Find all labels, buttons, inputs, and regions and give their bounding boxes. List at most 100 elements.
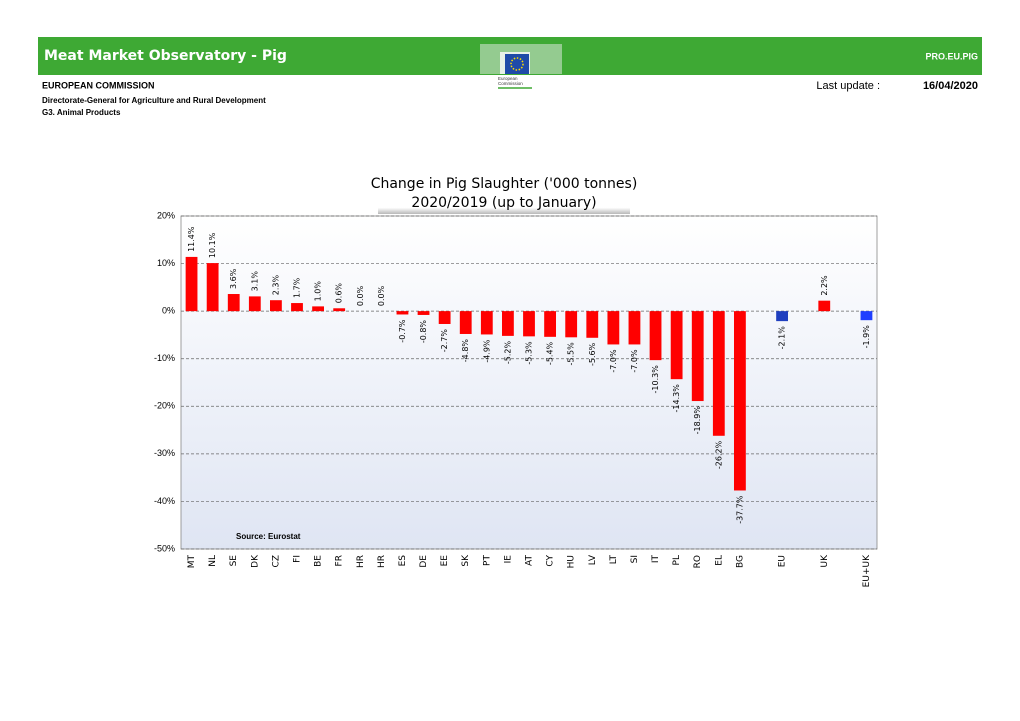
value-label: -4.9% (482, 339, 491, 363)
bar (712, 311, 725, 436)
y-tick-label: -30% (154, 448, 175, 458)
value-label: 10.1% (208, 232, 217, 258)
bar (459, 311, 472, 334)
x-tick-label: CY (546, 554, 556, 566)
bar (734, 311, 746, 491)
x-tick-label: HR (356, 555, 366, 568)
value-label: -7.0% (609, 349, 618, 373)
value-label: 11.4% (187, 226, 196, 252)
bar (185, 256, 198, 312)
bar (691, 311, 704, 402)
x-tick-label: AT (525, 555, 535, 566)
x-tick-label: EU (778, 555, 788, 567)
value-label: -5.3% (525, 341, 534, 365)
value-label: -2.7% (440, 329, 449, 353)
value-label: -5.5% (567, 342, 576, 366)
value-label: 0.6% (335, 283, 344, 304)
x-tick-label: IE (503, 555, 513, 564)
value-label: 0.0% (356, 285, 365, 306)
y-tick-label: 10% (157, 258, 175, 268)
x-tick-label: BE (314, 555, 324, 567)
bar (523, 311, 535, 337)
x-tick-label: PL (672, 555, 682, 565)
bar (628, 311, 641, 345)
chart-title: Change in Pig Slaughter ('000 tonnes) (371, 176, 638, 192)
update-date: 16/04/2020 (923, 80, 978, 92)
y-tick-label: 0% (162, 306, 175, 316)
x-tick-label: EE (440, 555, 450, 567)
bar (270, 300, 282, 312)
value-label: -7.0% (630, 349, 639, 373)
x-tick-label: FR (335, 555, 345, 566)
value-label: -5.4% (546, 341, 555, 365)
value-label: -5.6% (588, 342, 597, 366)
directorate: Directorate-General for Agriculture and … (42, 96, 266, 105)
header-code: PRO.EU.PIG (925, 51, 978, 61)
bar (670, 311, 683, 380)
x-tick-label: EU+UK (862, 554, 872, 587)
x-tick-label: IT (651, 555, 661, 564)
y-tick-label: 20% (157, 210, 175, 220)
logo-text: Commission (498, 81, 523, 86)
bar (480, 311, 493, 335)
value-label: 1.7% (293, 277, 302, 298)
value-label: 2.3% (271, 274, 280, 295)
bar (291, 303, 303, 312)
bar (776, 311, 788, 322)
x-tick-label: HR (377, 555, 387, 568)
bar (248, 296, 261, 312)
value-label: -1.9% (862, 325, 871, 349)
y-tick-label: -40% (154, 496, 175, 506)
y-tick-label: -10% (154, 353, 175, 363)
x-tick-label: FI (293, 555, 303, 563)
value-label: 2.2% (820, 275, 829, 296)
value-label: -26.2% (714, 440, 723, 469)
value-label: -37.7% (735, 495, 744, 524)
value-label: -0.8% (419, 320, 428, 344)
x-tick-label: EL (714, 555, 724, 566)
value-label: 0.0% (377, 285, 386, 306)
x-tick-label: PT (482, 555, 492, 566)
x-tick-label: LV (588, 554, 598, 565)
logo-text: European (498, 76, 518, 81)
unit: G3. Animal Products (42, 108, 121, 117)
bar (333, 308, 346, 312)
x-tick-label: BG (735, 555, 745, 568)
value-label: -2.1% (778, 326, 787, 350)
bar (607, 311, 620, 345)
org-name: EUROPEAN COMMISSION (42, 80, 155, 90)
value-label: 1.0% (314, 281, 323, 302)
value-label: -14.3% (672, 384, 681, 413)
value-label: -18.9% (693, 406, 702, 435)
title-box (378, 172, 630, 214)
bar (396, 311, 409, 315)
bar (586, 311, 599, 338)
x-tick-label: CZ (271, 555, 281, 567)
bar (438, 311, 451, 324)
x-tick-label: RO (693, 555, 703, 568)
bar (206, 263, 219, 312)
x-tick-label: SE (229, 555, 239, 567)
y-tick-label: -20% (154, 401, 175, 411)
x-tick-label: SI (630, 555, 640, 563)
update-label: Last update : (816, 80, 880, 92)
bar (502, 311, 514, 336)
bar (544, 311, 556, 337)
value-label: -0.7% (398, 319, 407, 343)
bar (818, 300, 831, 312)
x-tick-label: NL (208, 555, 218, 567)
x-tick-label: LT (609, 555, 619, 565)
value-label: -4.8% (461, 339, 470, 363)
chart-subtitle: 2020/2019 (up to January) (411, 195, 596, 211)
value-label: -5.2% (503, 340, 512, 364)
y-tick-label: -50% (154, 543, 175, 553)
value-label: 3.6% (229, 268, 238, 289)
source-note: Source: Eurostat (236, 532, 301, 541)
bar (417, 311, 430, 315)
x-tick-label: DK (250, 554, 260, 568)
bar (227, 294, 240, 312)
ec-logo: European Commission (480, 44, 562, 89)
x-tick-label: ES (398, 555, 408, 567)
